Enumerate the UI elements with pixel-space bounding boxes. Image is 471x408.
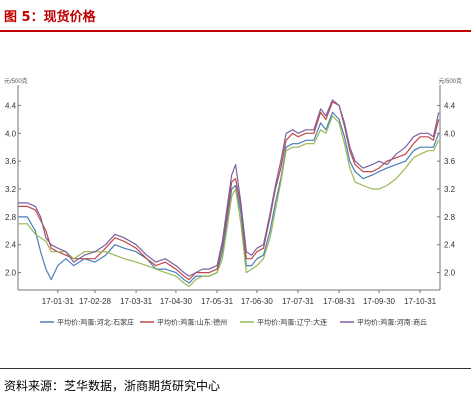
chart-legend: 平均价:鸡蛋:河北:石家庄 平均价:鸡蛋:山东:德州 平均价:鸡蛋:辽宁:大连 平均价…	[40, 318, 427, 327]
x-tick-label: 17-07-31	[282, 297, 315, 306]
y-tick-label-left: 3.2	[5, 185, 17, 194]
series-line-2	[18, 101, 440, 281]
y-tick-label-left: 4.4	[5, 101, 17, 110]
x-tick-label: 17-02-28	[79, 297, 112, 306]
y-tick-label-right: 2.4	[444, 241, 456, 250]
chart-series	[18, 99, 440, 288]
x-tick-label: 17-03-31	[120, 297, 153, 306]
y-tick-label-right: 2.0	[444, 269, 456, 278]
y-tick-label-right: 2.8	[444, 213, 456, 222]
x-tick-label: 17-01-31	[42, 297, 75, 306]
x-tick-label: 17-09-30	[363, 297, 396, 306]
source-rule	[0, 368, 471, 369]
x-tick-label: 17-06-30	[241, 297, 274, 306]
source-note: 资料来源：芝华数据，浙商期货研究中心	[4, 379, 221, 393]
y-tick-label-right: 3.2	[444, 185, 456, 194]
x-tick-label: 17-05-31	[201, 297, 234, 306]
y-tick-label-right: 3.6	[444, 157, 456, 166]
series-line-1	[18, 111, 440, 284]
legend-label-1: 平均价:鸡蛋:河北:石家庄	[57, 318, 134, 327]
x-tick-label: 17-04-30	[160, 297, 193, 306]
title-rule	[0, 30, 471, 32]
legend-label-2: 平均价:鸡蛋:山东:德州	[157, 318, 227, 327]
y-tick-label-left: 2.0	[5, 269, 17, 278]
series-line-4	[18, 99, 440, 277]
legend-label-4: 平均价:鸡蛋:河南:商丘	[357, 318, 427, 327]
y-tick-label-left: 3.6	[5, 157, 17, 166]
x-tick-label: 17-08-31	[323, 297, 356, 306]
figure-title: 图 5：现货价格	[4, 10, 96, 25]
y-tick-label-right: 4.4	[444, 101, 456, 110]
y-tick-label-left: 2.4	[5, 241, 17, 250]
y-tick-label-left: 2.8	[5, 213, 17, 222]
y-tick-label-right: 4.0	[444, 129, 456, 138]
legend-label-3: 平均价:鸡蛋:辽宁:大连	[257, 318, 327, 327]
y-axis-unit-left: 元/500克	[4, 77, 28, 85]
x-tick-label: 17-10-31	[404, 297, 437, 306]
y-axis-unit-right: 元/500克	[438, 77, 462, 85]
y-tick-label-left: 4.0	[5, 129, 17, 138]
chart-axes: 元/500克 元/500克 2.0 2.0 2.4 2.4 2.8 2.8 3.2 3.2 3.6 3…	[4, 77, 462, 306]
